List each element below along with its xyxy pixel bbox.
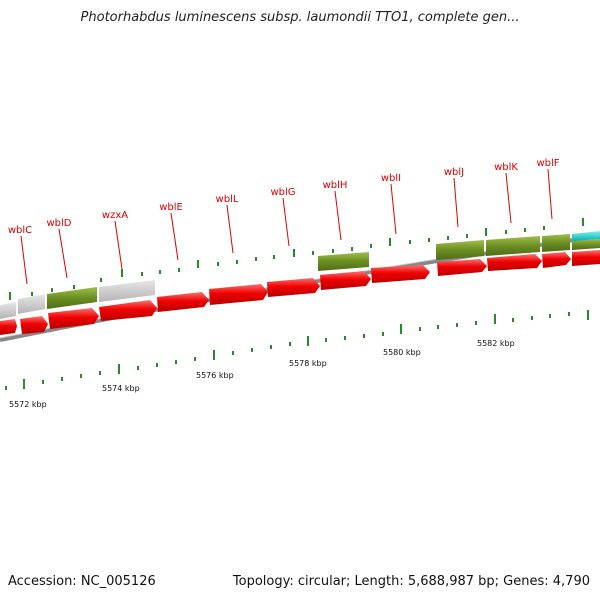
cds-arrow[interactable] <box>99 300 157 321</box>
cds-arrow[interactable] <box>20 316 48 334</box>
gene-label-wzxA[interactable]: wzxA <box>102 210 128 221</box>
cds-arrow[interactable] <box>487 254 542 271</box>
lower-tick-row <box>5 310 589 390</box>
cds-arrow[interactable] <box>542 252 571 268</box>
gene-label-wblF[interactable]: wblF <box>536 158 559 169</box>
label-leader <box>334 190 342 241</box>
label-leader <box>282 197 290 247</box>
label-leader <box>390 183 397 235</box>
gene-labels: wblC wblD wzxA wblE wblL wblG wblH wblI … <box>8 158 560 236</box>
genome-summary: Topology: circular; Length: 5,688,987 bp… <box>232 574 590 589</box>
label-leader <box>20 235 28 285</box>
label-leader <box>505 172 512 224</box>
cds-arrow[interactable] <box>48 308 99 329</box>
grey-feature[interactable] <box>0 302 16 319</box>
gene-label-leaders <box>20 168 553 285</box>
label-leader <box>226 204 234 254</box>
scale-label: 5578 kbp <box>289 359 327 368</box>
gene-label-wblJ[interactable]: wblJ <box>444 167 464 178</box>
gene-label-wblD[interactable]: wblD <box>46 218 71 229</box>
cds-arrow[interactable] <box>157 292 209 312</box>
cyan-feature[interactable] <box>572 231 600 241</box>
olive-feature[interactable] <box>47 287 97 309</box>
scale-label: 5576 kbp <box>196 371 234 380</box>
feature-track <box>0 231 600 319</box>
scale-label: 5572 kbp <box>9 400 47 409</box>
olive-feature[interactable] <box>436 240 484 260</box>
gene-label-wblK[interactable]: wblK <box>494 162 518 173</box>
olive-feature[interactable] <box>486 236 540 256</box>
gene-label-wblI[interactable]: wblI <box>381 173 401 184</box>
label-leader <box>58 228 68 279</box>
grey-feature[interactable] <box>99 280 155 302</box>
accession-label: Accession: NC_005126 <box>8 574 156 589</box>
scale-label: 5582 kbp <box>477 339 515 348</box>
cds-arrow[interactable] <box>267 278 320 297</box>
gene-label-wblG[interactable]: wblG <box>270 187 295 198</box>
gene-label-wblL[interactable]: wblL <box>216 194 239 205</box>
cds-track <box>0 250 600 335</box>
cds-arrow[interactable] <box>320 271 371 290</box>
scale-label: 5580 kbp <box>383 348 421 357</box>
cds-arrow[interactable] <box>371 265 430 283</box>
gene-label-wblH[interactable]: wblH <box>323 180 348 191</box>
label-leader <box>453 177 459 228</box>
map-title: Photorhabdus luminescens subsp. laumondi… <box>80 10 520 25</box>
cds-arrow[interactable] <box>437 259 487 276</box>
scale-labels: 5572 kbp 5574 kbp 5576 kbp 5578 kbp 5580… <box>9 339 515 409</box>
label-leader <box>170 212 179 261</box>
cds-arrow[interactable] <box>572 250 600 266</box>
cds-arrow[interactable] <box>209 284 268 305</box>
upper-tick-row <box>9 218 584 300</box>
cds-arrow[interactable] <box>0 319 17 335</box>
gene-label-wblE[interactable]: wblE <box>159 202 183 213</box>
scale-label: 5574 kbp <box>102 384 140 393</box>
label-leader <box>114 220 123 270</box>
grey-feature[interactable] <box>18 294 45 314</box>
olive-feature[interactable] <box>318 252 369 271</box>
olive-feature[interactable] <box>542 234 570 252</box>
label-leader <box>547 168 553 220</box>
gene-label-wblC[interactable]: wblC <box>8 225 32 236</box>
olive-feature[interactable] <box>572 239 600 250</box>
